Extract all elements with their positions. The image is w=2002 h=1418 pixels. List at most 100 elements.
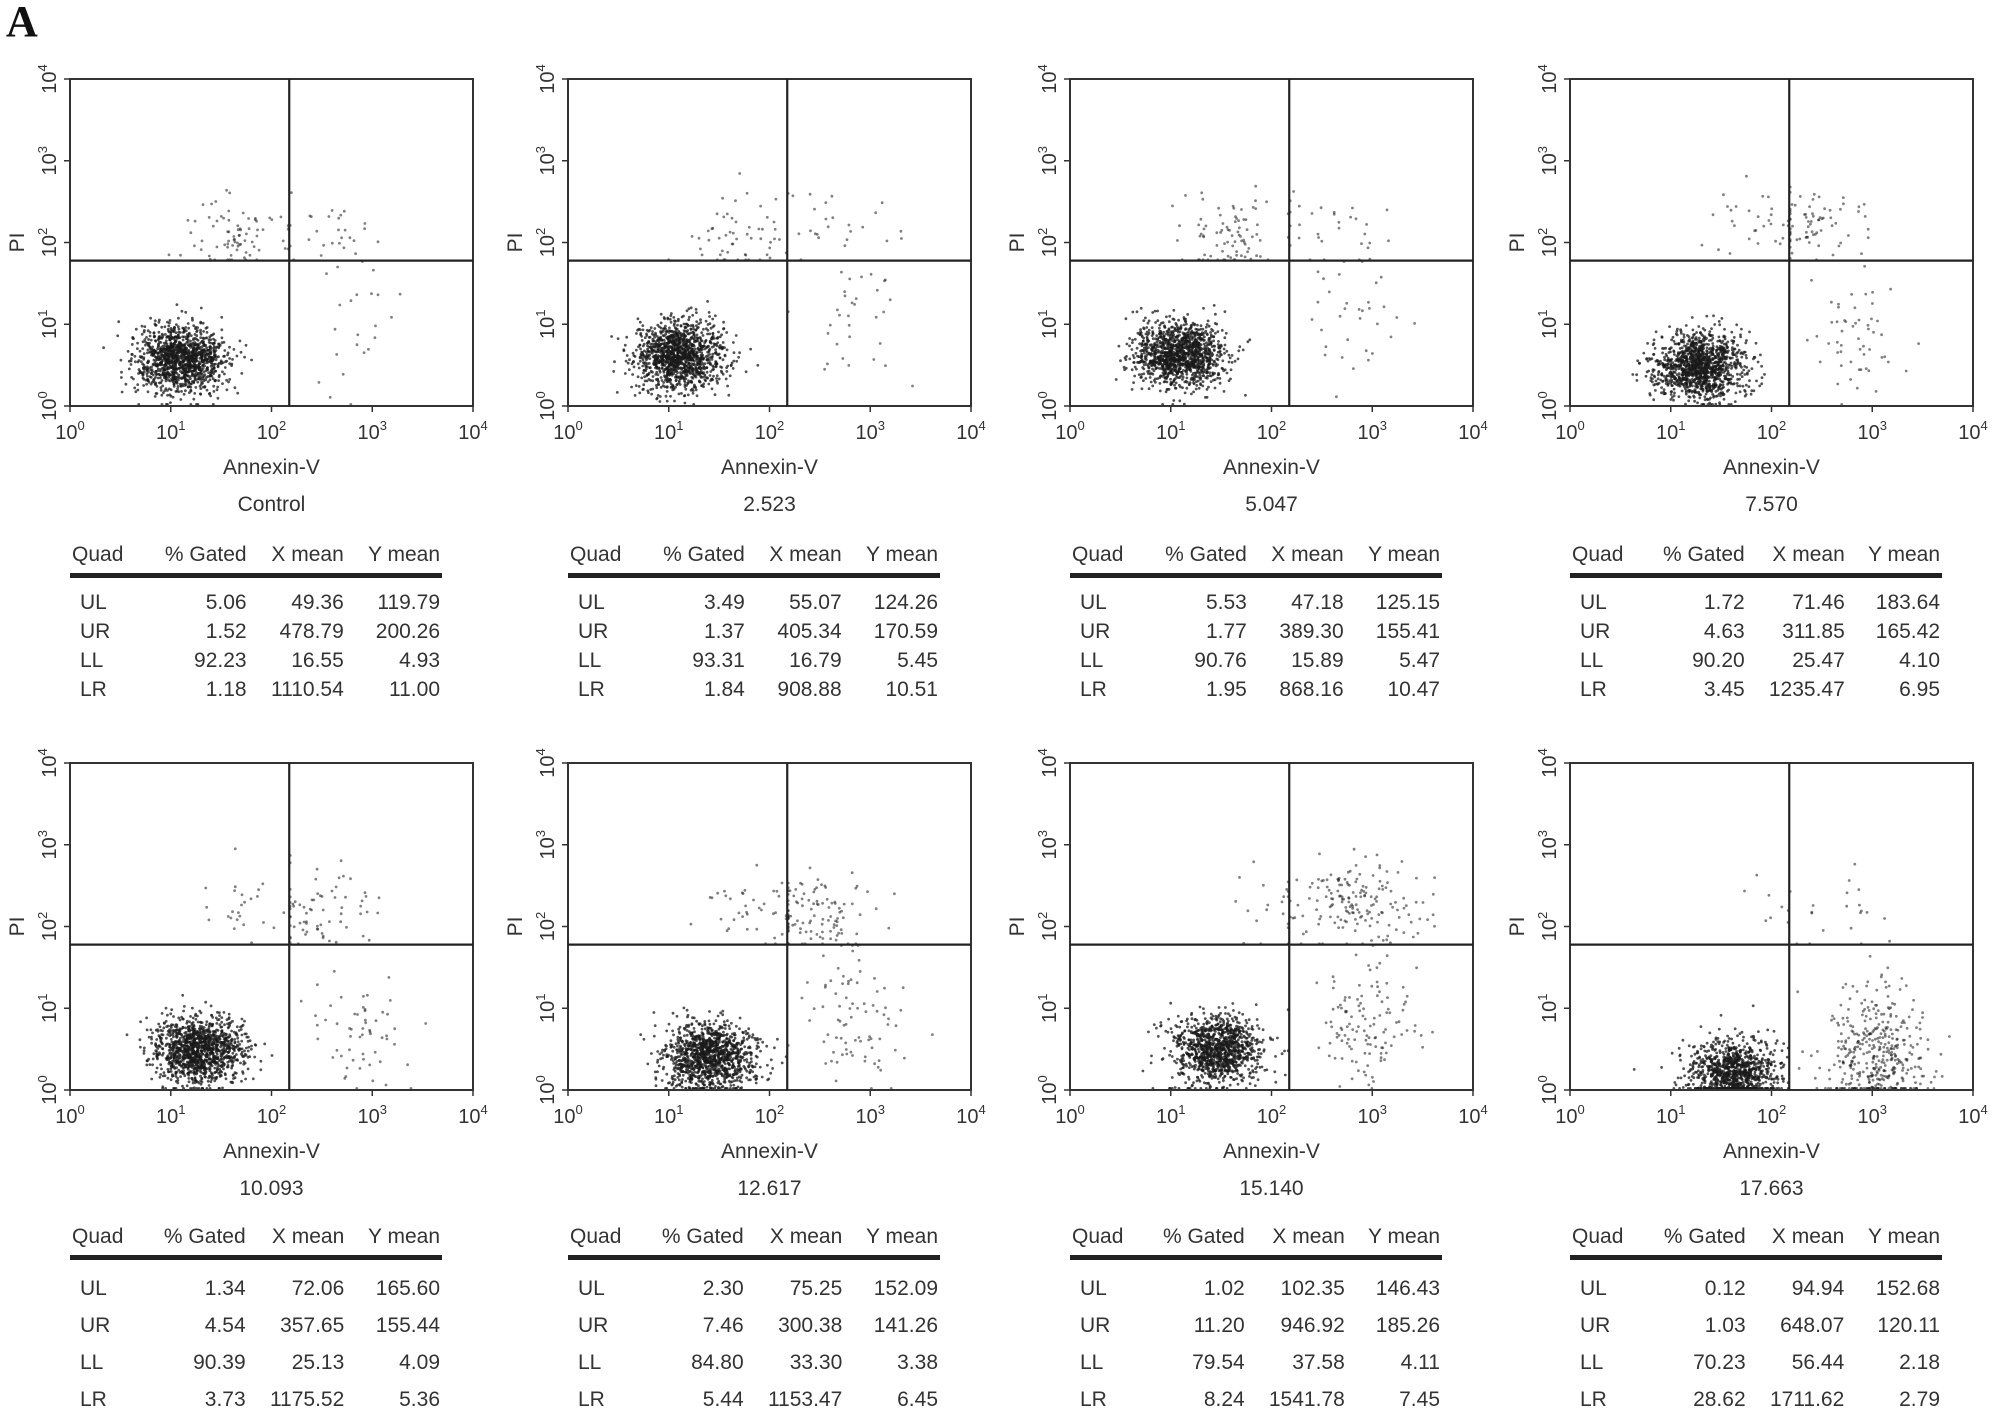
data-point-ll: [1655, 380, 1658, 383]
data-point-lr: [356, 343, 359, 346]
dot-layer: [610, 172, 914, 406]
data-point-ll: [709, 370, 712, 373]
data-point-ul: [719, 253, 722, 256]
data-point-ll: [1181, 346, 1184, 349]
data-point-ul: [1178, 224, 1181, 227]
data-point-ll: [1228, 354, 1231, 357]
data-point-ul: [1782, 237, 1785, 240]
plot-frame: [70, 79, 473, 406]
data-point-ul: [1762, 225, 1765, 228]
data-point-ll: [1138, 355, 1141, 358]
data-point-ll: [1673, 388, 1676, 391]
data-point-ll: [195, 370, 198, 373]
data-point-ll: [678, 381, 681, 384]
data-point-ul: [193, 244, 196, 247]
data-point-ll: [642, 383, 645, 386]
data-point-ll: [630, 386, 633, 389]
data-point-ll: [723, 327, 726, 330]
data-point-ur: [1387, 239, 1390, 242]
data-point-ll: [1183, 336, 1186, 339]
data-point-ll: [1189, 368, 1192, 371]
data-point-ll: [712, 375, 715, 378]
y-tick-label: 103: [1035, 146, 1061, 175]
data-point-ll: [1161, 359, 1164, 362]
data-point-ll: [1147, 322, 1150, 325]
data-point-ll: [1182, 343, 1185, 346]
data-point-lr: [848, 278, 851, 281]
data-point-lr: [1413, 322, 1416, 325]
data-point-ur: [1809, 223, 1812, 226]
data-point-ll: [1176, 346, 1179, 349]
data-point-ll: [208, 351, 211, 354]
data-point-ll: [1184, 342, 1187, 345]
data-point-ur: [792, 194, 795, 197]
data-point-ll: [196, 381, 199, 384]
data-point-ll: [1184, 370, 1187, 373]
table-cell: 478.79: [249, 617, 346, 646]
data-point-ur: [1864, 215, 1867, 218]
data-point-ul: [208, 255, 211, 258]
data-point-ul: [1254, 207, 1257, 210]
data-point-ul: [214, 200, 217, 203]
data-point-ll: [120, 376, 123, 379]
data-point-ll: [159, 377, 162, 380]
data-point-ll: [1131, 341, 1134, 344]
data-point-ll: [166, 394, 169, 397]
data-point-ll: [187, 381, 190, 384]
data-point-ll: [1230, 368, 1233, 371]
data-point-ll: [127, 350, 130, 353]
data-point-ll: [1202, 374, 1205, 377]
data-point-ll: [226, 388, 229, 391]
y-tick-label: 102: [1035, 228, 1061, 257]
data-point-ll: [1162, 331, 1165, 334]
data-point-ul: [245, 251, 248, 254]
data-point-ll: [213, 390, 216, 393]
data-point-ll: [158, 358, 161, 361]
data-point-ll: [649, 336, 652, 339]
data-point-ll: [647, 391, 650, 394]
data-point-ll: [210, 347, 213, 350]
data-point-ur: [1807, 225, 1810, 228]
data-point-ll: [164, 377, 167, 380]
data-point-ur: [1863, 203, 1866, 206]
data-point-ur: [354, 252, 357, 255]
data-point-ll: [1736, 361, 1739, 364]
table-cell: 119.79: [346, 576, 442, 618]
data-point-ll: [1223, 348, 1226, 351]
data-point-lr: [1345, 302, 1348, 305]
data-point-ll: [211, 368, 214, 371]
data-point-ll: [240, 351, 243, 354]
data-point-ur: [1351, 207, 1354, 210]
data-point-ll: [634, 394, 637, 397]
data-point-ll: [187, 322, 190, 325]
data-point-ll: [666, 386, 669, 389]
data-point-ll: [1135, 368, 1138, 371]
column-header: % Gated: [638, 543, 747, 576]
data-point-ll: [1186, 377, 1189, 380]
data-point-ll: [183, 356, 186, 359]
data-point-ll: [675, 379, 678, 382]
data-point-ll: [190, 344, 193, 347]
data-point-ll: [177, 336, 180, 339]
data-point-ul: [230, 254, 233, 257]
data-point-ur: [827, 225, 830, 228]
data-point-ll: [202, 360, 205, 363]
data-point-ul: [210, 203, 213, 206]
data-point-ul: [1234, 215, 1237, 218]
data-point-ll: [1197, 380, 1200, 383]
data-point-ul: [256, 235, 259, 238]
data-point-ll: [719, 357, 722, 360]
data-point-ll: [688, 352, 691, 355]
data-point-ll: [141, 325, 144, 328]
data-point-ll: [212, 370, 215, 373]
data-point-ll: [188, 363, 191, 366]
data-point-lr: [335, 353, 338, 356]
data-point-ll: [654, 358, 657, 361]
data-point-ur: [1839, 208, 1842, 211]
data-point-ul: [744, 253, 747, 256]
data-point-lr: [1375, 281, 1378, 284]
data-point-ll: [1217, 343, 1220, 346]
data-point-ll: [190, 390, 193, 393]
data-point-ll: [651, 333, 654, 336]
